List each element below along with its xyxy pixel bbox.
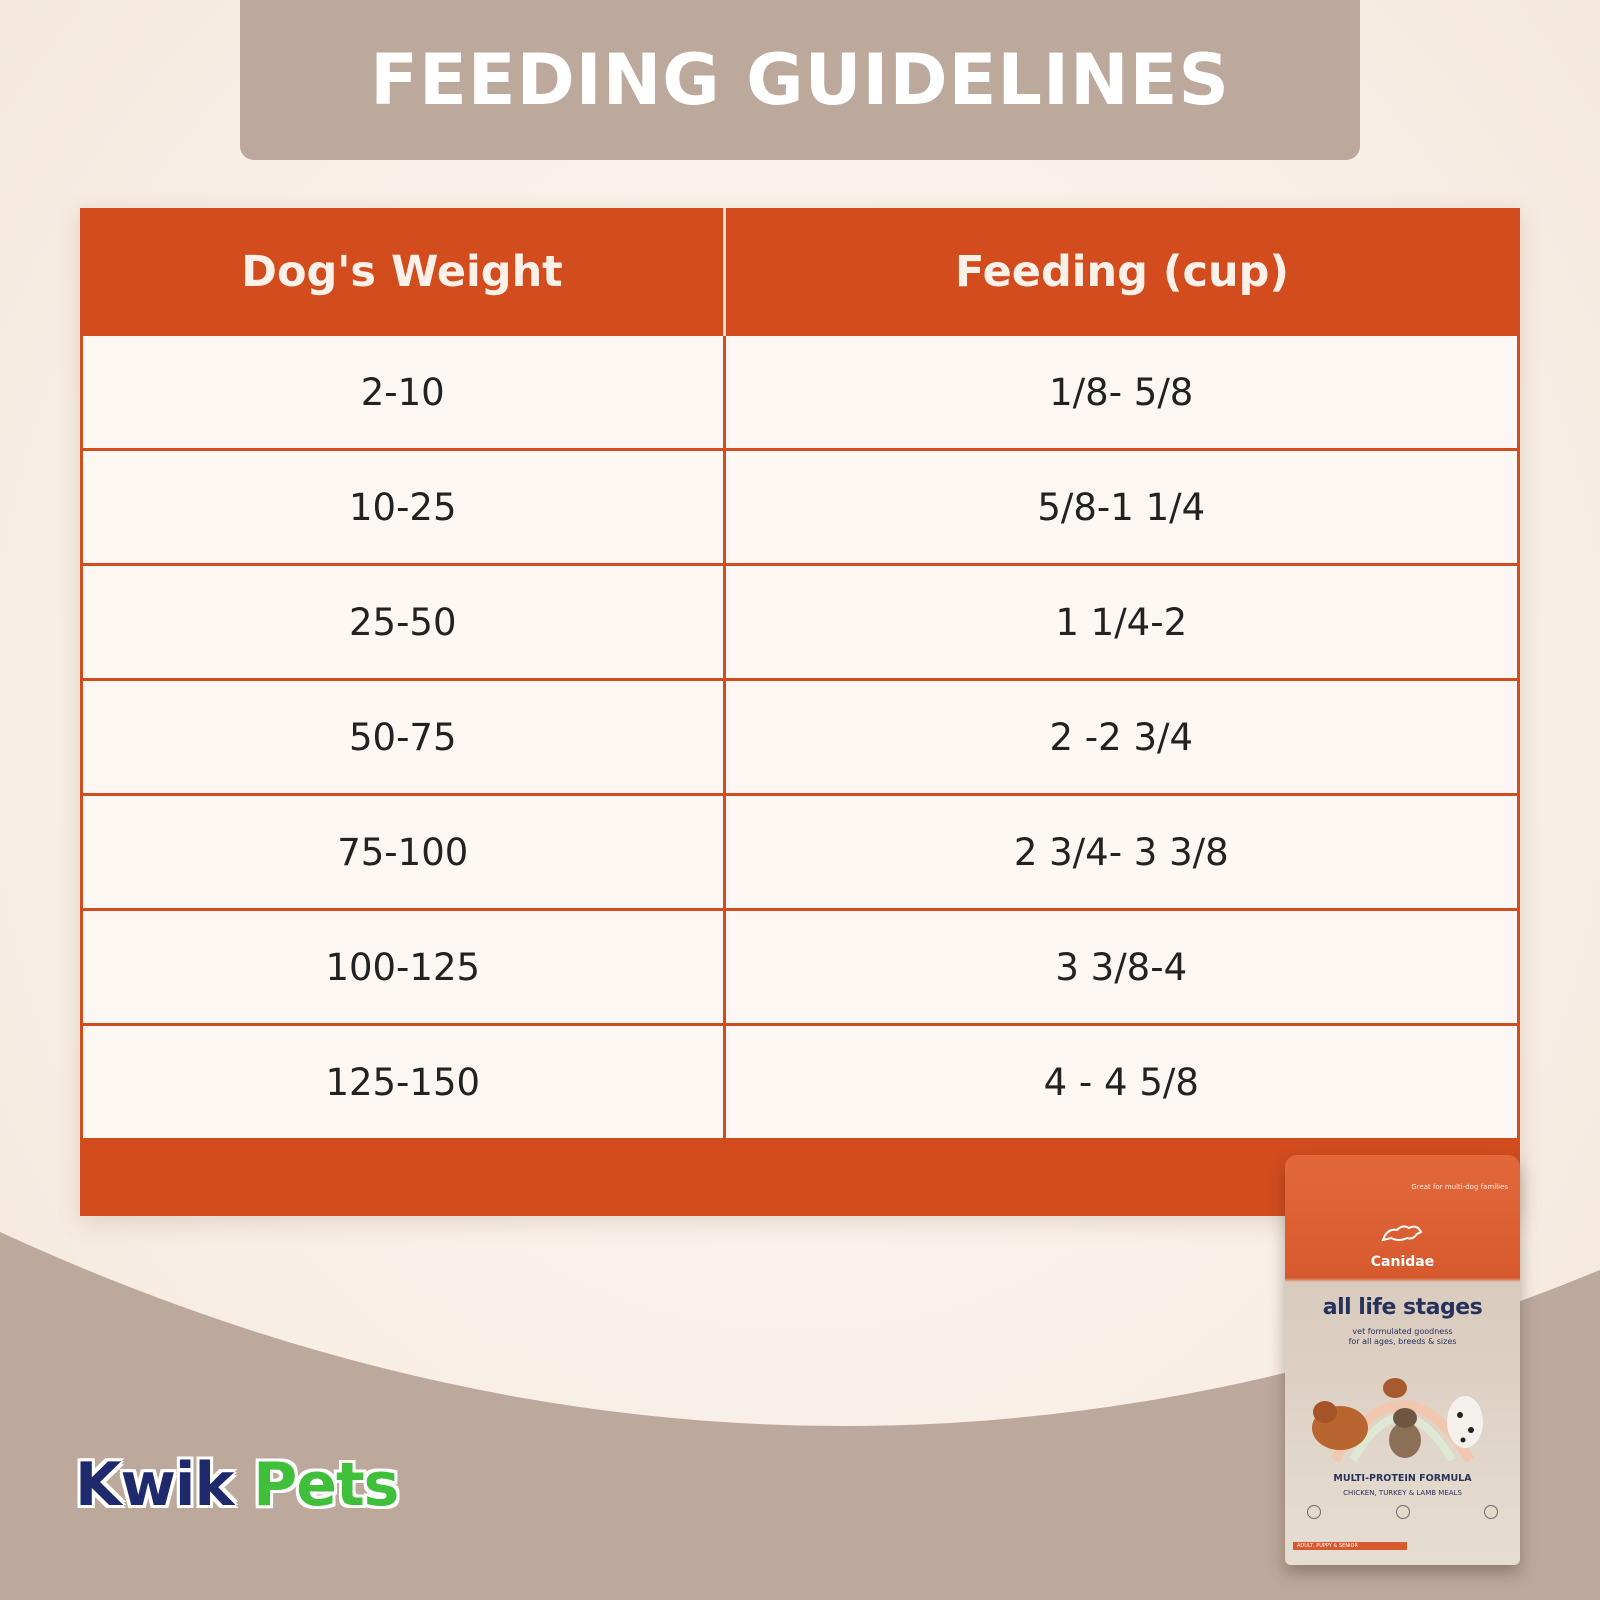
table-row: 100-125 3 3/8-4 — [80, 909, 1520, 1026]
title-banner: FEEDING GUIDELINES — [240, 0, 1360, 160]
table-row: 125-150 4 - 4 5/8 — [80, 1024, 1520, 1141]
weight-cell: 10-25 — [80, 449, 726, 566]
feeding-cell: 2 -2 3/4 — [724, 679, 1520, 796]
table-row: 25-50 1 1/4-2 — [80, 564, 1520, 681]
nutrients-badge-icon — [1395, 1505, 1410, 1519]
weight-cell: 75-100 — [80, 794, 726, 911]
table-row: 75-100 2 3/4- 3 3/8 — [80, 794, 1520, 911]
weight-cell: 2-10 — [80, 336, 726, 451]
feeding-table: Dog's Weight Feeding (cup) 2-10 1/8- 5/8… — [80, 208, 1520, 1216]
table-row: 2-10 1/8- 5/8 — [80, 336, 1520, 451]
header-dog-weight: Dog's Weight — [81, 208, 726, 336]
weight-cell: 50-75 — [80, 679, 726, 796]
feeding-cell: 1/8- 5/8 — [724, 336, 1520, 451]
table-header-row: Dog's Weight Feeding (cup) — [81, 208, 1519, 336]
table-row: 50-75 2 -2 3/4 — [80, 679, 1520, 796]
feeding-cell: 2 3/4- 3 3/8 — [724, 794, 1520, 911]
table-row: 10-25 5/8-1 1/4 — [80, 449, 1520, 566]
feeding-cell: 3 3/8-4 — [724, 909, 1520, 1026]
bag-tagline-line1: vet formulated goodness — [1352, 1327, 1453, 1336]
header-feeding-cup: Feeding (cup) — [724, 208, 1519, 336]
feeding-cell: 4 - 4 5/8 — [724, 1024, 1520, 1141]
bag-topline: Great for multi-dog families — [1411, 1183, 1508, 1191]
bag-proteins: CHICKEN, TURKEY & LAMB MEALS — [1343, 1489, 1462, 1497]
feeding-table-grid: Dog's Weight Feeding (cup) 2-10 1/8- 5/8… — [80, 208, 1520, 1141]
weight-cell: 25-50 — [80, 564, 726, 681]
feeding-cell: 5/8-1 1/4 — [724, 449, 1520, 566]
protein-badge-icon — [1307, 1505, 1321, 1519]
bag-headline: all life stages — [1322, 1295, 1483, 1320]
kwik-pets-logo: Kwik Pets — [75, 1450, 399, 1520]
dogs-illustration-icon — [1312, 1378, 1483, 1463]
weight-cell: 125-150 — [80, 1024, 726, 1141]
page-title: FEEDING GUIDELINES — [370, 39, 1230, 121]
bag-feature-icons — [1307, 1505, 1498, 1527]
bag-tagline: vet formulated goodness for all ages, br… — [1285, 1327, 1520, 1347]
product-bag: Great for multi-dog families Canidae all… — [1285, 1155, 1520, 1565]
dog-outline-icon — [1381, 1225, 1423, 1242]
weight-cell: 100-125 — [80, 909, 726, 1026]
no-grain-badge-icon — [1484, 1505, 1498, 1519]
bag-formula: MULTI-PROTEIN FORMULA — [1333, 1473, 1472, 1484]
feeding-cell: 1 1/4-2 — [724, 564, 1520, 681]
bag-stage-stripe: ADULT, PUPPY & SENIOR — [1293, 1542, 1407, 1550]
logo-kwik-text: Kwik — [75, 1450, 234, 1520]
logo-pets-text: Pets — [253, 1450, 399, 1520]
bag-tagline-line2: for all ages, breeds & sizes — [1348, 1337, 1457, 1346]
bag-brand: Canidae — [1370, 1254, 1435, 1270]
